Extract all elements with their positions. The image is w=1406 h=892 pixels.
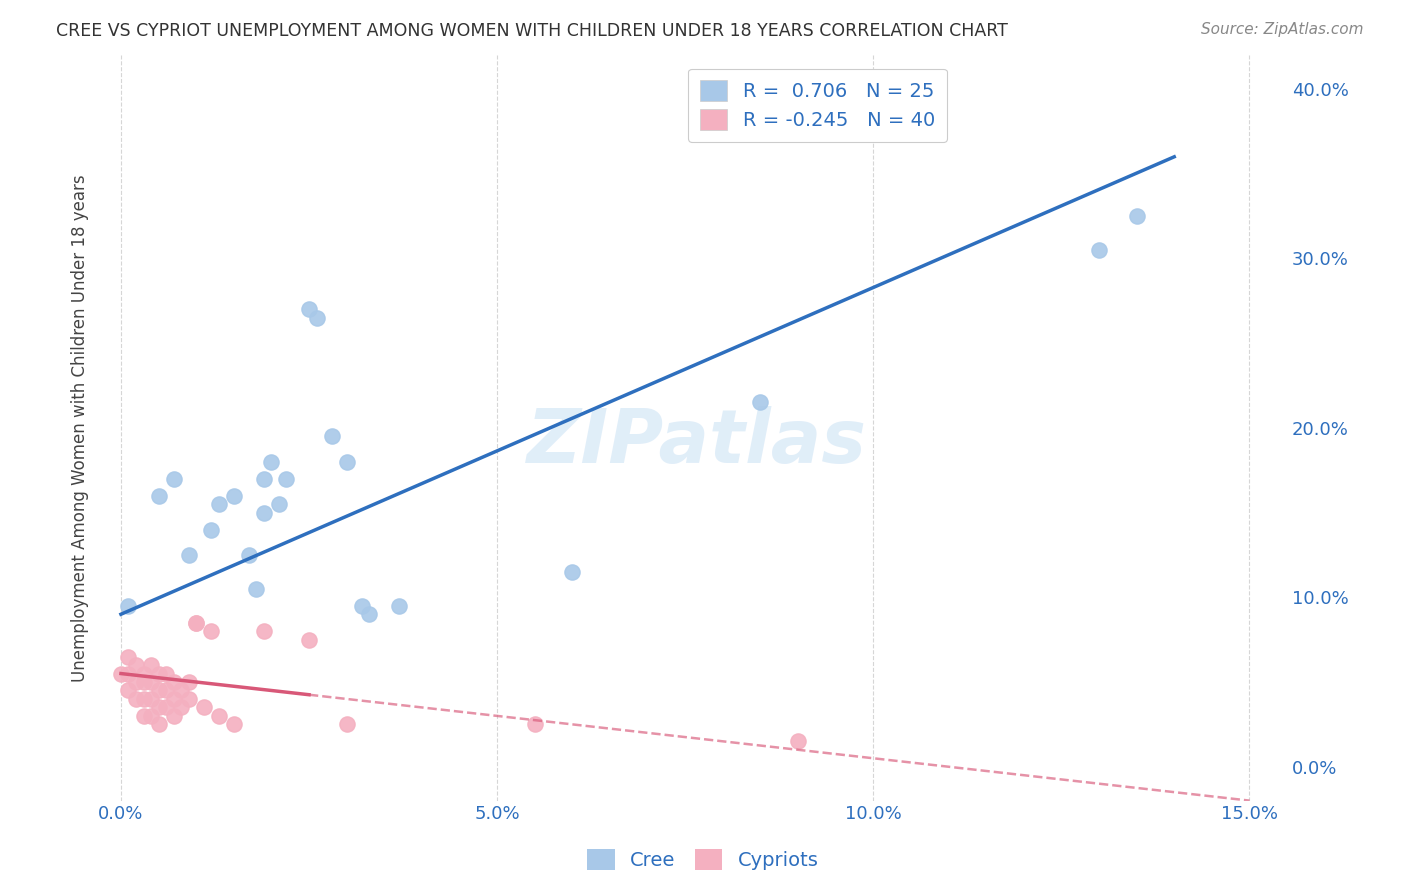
Point xyxy=(162,692,184,706)
Point xyxy=(139,658,162,673)
Point xyxy=(321,429,343,443)
Point xyxy=(222,489,245,503)
Point xyxy=(222,717,245,731)
Point xyxy=(148,700,170,714)
Point xyxy=(305,310,328,325)
Point xyxy=(359,607,381,622)
Point xyxy=(125,675,148,690)
Point xyxy=(148,717,170,731)
Point xyxy=(117,599,139,613)
Point xyxy=(125,658,148,673)
Point xyxy=(162,675,184,690)
Point xyxy=(125,692,148,706)
Point xyxy=(148,683,170,698)
Point xyxy=(298,632,321,647)
Point xyxy=(132,709,155,723)
Point xyxy=(177,675,200,690)
Point xyxy=(200,624,222,639)
Point xyxy=(245,582,267,596)
Point xyxy=(208,709,231,723)
Point xyxy=(749,395,772,409)
Y-axis label: Unemployment Among Women with Children Under 18 years: Unemployment Among Women with Children U… xyxy=(72,174,89,681)
Point xyxy=(1088,243,1111,257)
Point xyxy=(208,497,231,511)
Point xyxy=(132,692,155,706)
Point xyxy=(186,615,208,630)
Point xyxy=(162,472,184,486)
Point xyxy=(200,523,222,537)
Point xyxy=(117,649,139,664)
Point xyxy=(117,666,139,681)
Point xyxy=(132,675,155,690)
Legend: Cree, Cypriots: Cree, Cypriots xyxy=(579,841,827,878)
Point xyxy=(139,675,162,690)
Text: Source: ZipAtlas.com: Source: ZipAtlas.com xyxy=(1201,22,1364,37)
Point xyxy=(561,565,583,579)
Point xyxy=(177,548,200,562)
Point xyxy=(253,506,276,520)
Point xyxy=(139,709,162,723)
Point xyxy=(267,497,290,511)
Point xyxy=(336,455,359,469)
Point xyxy=(139,692,162,706)
Point xyxy=(350,599,373,613)
Point xyxy=(155,666,177,681)
Text: ZIPatlas: ZIPatlas xyxy=(526,406,866,479)
Point xyxy=(787,734,810,748)
Point xyxy=(117,683,139,698)
Point xyxy=(148,489,170,503)
Point xyxy=(170,683,193,698)
Point xyxy=(193,700,215,714)
Point xyxy=(523,717,546,731)
Point xyxy=(155,683,177,698)
Text: CREE VS CYPRIOT UNEMPLOYMENT AMONG WOMEN WITH CHILDREN UNDER 18 YEARS CORRELATIO: CREE VS CYPRIOT UNEMPLOYMENT AMONG WOMEN… xyxy=(56,22,1008,40)
Point xyxy=(148,666,170,681)
Point xyxy=(170,700,193,714)
Point xyxy=(238,548,260,562)
Point xyxy=(260,455,283,469)
Point xyxy=(132,666,155,681)
Legend: R =  0.706   N = 25, R = -0.245   N = 40: R = 0.706 N = 25, R = -0.245 N = 40 xyxy=(689,69,946,142)
Point xyxy=(388,599,411,613)
Point xyxy=(177,692,200,706)
Point xyxy=(110,666,132,681)
Point xyxy=(253,624,276,639)
Point xyxy=(276,472,298,486)
Point xyxy=(253,472,276,486)
Point xyxy=(298,302,321,317)
Point xyxy=(186,615,208,630)
Point xyxy=(1125,209,1147,223)
Point xyxy=(336,717,359,731)
Point xyxy=(155,700,177,714)
Point xyxy=(162,709,184,723)
